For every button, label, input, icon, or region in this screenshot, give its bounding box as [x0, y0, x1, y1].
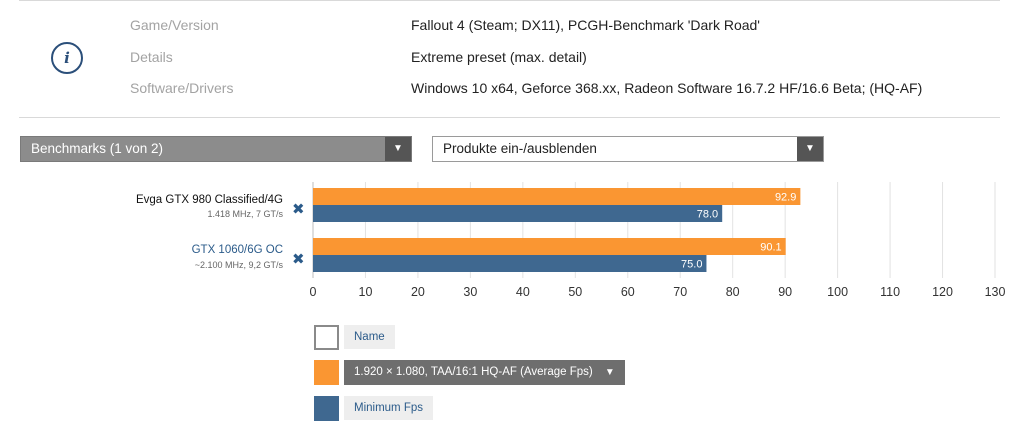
info-label-game: Game/Version [130, 17, 219, 33]
legend-name-label[interactable]: Name [344, 325, 395, 349]
resolution-dropdown[interactable]: 1.920 × 1.080, TAA/16:1 HQ-AF (Average F… [344, 360, 625, 385]
chevron-down-icon: ▼ [604, 367, 615, 378]
remove-product-icon[interactable]: ✖ [292, 201, 305, 218]
chevron-down-icon[interactable]: ▼ [385, 137, 411, 161]
legend-minimum-swatch[interactable] [314, 396, 339, 421]
x-tick-label: 120 [932, 285, 953, 299]
x-tick-label: 50 [568, 285, 582, 299]
x-tick-label: 20 [411, 285, 425, 299]
info-value-game: Fallout 4 (Steam; DX11), PCGH-Benchmark … [411, 17, 760, 33]
bar-value-label: 90.1 [760, 242, 781, 254]
product-name-link[interactable]: GTX 1060/6G OC [191, 244, 283, 256]
chevron-down-icon[interactable]: ▼ [797, 137, 823, 161]
benchmarks-dropdown[interactable]: Benchmarks (1 von 2) ▼ [20, 136, 412, 162]
info-value-software: Windows 10 x64, Geforce 368.xx, Radeon S… [411, 80, 923, 96]
x-tick-label: 90 [778, 285, 792, 299]
bar-average [313, 188, 801, 205]
test-info-panel: i Game/Version Fallout 4 (Steam; DX11), … [19, 0, 1000, 118]
product-specs: 1.418 MHz, 7 GT/s [207, 209, 283, 219]
legend-minimum-label[interactable]: Minimum Fps [344, 396, 434, 420]
resolution-dropdown-label: 1.920 × 1.080, TAA/16:1 HQ-AF (Average F… [354, 366, 593, 378]
x-tick-label: 10 [359, 285, 373, 299]
product-specs: ~2.100 MHz, 9,2 GT/s [194, 260, 283, 270]
bar-minimum [313, 255, 707, 272]
x-tick-label: 60 [621, 285, 635, 299]
benchmarks-dropdown-label: Benchmarks (1 von 2) [31, 141, 164, 156]
x-tick-label: 110 [880, 285, 900, 299]
x-tick-label: 100 [827, 285, 848, 299]
x-tick-label: 130 [985, 285, 1006, 299]
info-value-details: Extreme preset (max. detail) [411, 49, 587, 65]
bar-minimum [313, 205, 723, 222]
product-name: Evga GTX 980 Classified/4G [135, 194, 283, 206]
legend-average-swatch[interactable] [314, 360, 339, 385]
bar-value-label: 78.0 [697, 209, 718, 221]
remove-product-icon[interactable]: ✖ [292, 251, 305, 268]
bar-value-label: 75.0 [681, 259, 702, 271]
info-label-software: Software/Drivers [130, 80, 234, 96]
legend-name-checkbox[interactable] [314, 325, 339, 350]
products-dropdown-label: Produkte ein-/ausblenden [443, 141, 597, 156]
products-toggle-dropdown[interactable]: Produkte ein-/ausblenden ▼ [432, 136, 824, 162]
info-label-details: Details [130, 49, 173, 65]
info-icon: i [51, 42, 83, 74]
x-tick-label: 80 [726, 285, 740, 299]
x-tick-label: 70 [673, 285, 687, 299]
x-tick-label: 30 [463, 285, 477, 299]
benchmark-bar-chart: 0 10 20 30 40 50 60 70 80 90 100 110 120 130 92.9 78.0 9… [310, 182, 1006, 299]
x-tick-label: 0 [310, 285, 317, 299]
x-tick-label: 40 [516, 285, 530, 299]
bar-value-label: 92.9 [775, 192, 796, 204]
bar-average [313, 238, 786, 255]
